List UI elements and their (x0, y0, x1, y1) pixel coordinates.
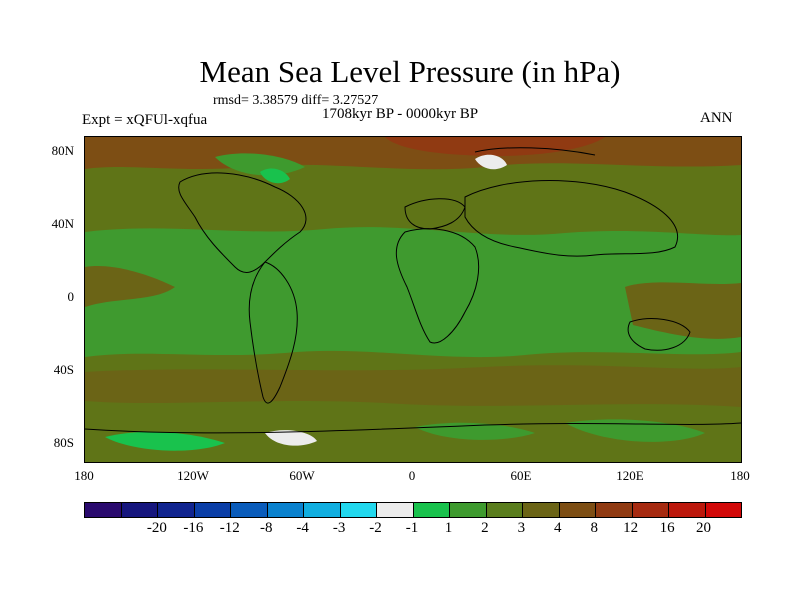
colorbar-swatch (377, 503, 414, 517)
colorbar-label: -12 (219, 520, 240, 536)
lat-label-0: 0 (67, 289, 75, 304)
colorbar-label: -16 (183, 520, 204, 536)
colorbar-label: 4 (554, 520, 562, 536)
colorbar-label: -4 (296, 520, 309, 536)
lat-label-40n: 40N (51, 216, 74, 231)
lon-label-120e: 120E (616, 468, 644, 483)
map-title: Mean Sea Level Pressure (in hPa) (199, 54, 621, 89)
colorbar (84, 502, 742, 518)
colorbar-swatch (632, 503, 669, 517)
colorbar-label: 8 (590, 520, 598, 536)
colorbar-label: 3 (517, 520, 526, 536)
lat-label-80n: 80N (51, 143, 74, 158)
experiment-label: Expt = xQFUl-xqfua (82, 112, 208, 128)
lat-label-80s: 80S (53, 435, 74, 450)
lon-label-60w: 60W (289, 468, 315, 483)
period-label: 1708kyr BP - 0000kyr BP (322, 106, 479, 122)
colorbar-swatch (596, 503, 633, 517)
colorbar-label: -8 (259, 520, 273, 536)
colorbar-label: 2 (481, 520, 489, 536)
colorbar-label: -1 (405, 520, 419, 536)
colorbar-swatch (450, 503, 487, 517)
colorbar-label: 16 (659, 520, 675, 536)
stats-text: rmsd= 3.38579 diff= 3.27527 (213, 93, 379, 108)
colorbar-label: 1 (444, 520, 453, 536)
colorbar-swatch (669, 503, 706, 517)
lon-label-120w: 120W (177, 468, 209, 483)
colorbar-swatch (158, 503, 195, 517)
colorbar-swatch (194, 503, 231, 517)
colorbar-swatch (523, 503, 560, 517)
colorbar-swatch (85, 503, 122, 517)
lon-label-0: 0 (408, 468, 416, 483)
colorbar-swatch (705, 503, 741, 517)
colorbar-swatch (231, 503, 268, 517)
colorbar-swatch (267, 503, 304, 517)
colorbar-label: -20 (146, 520, 167, 536)
lon-label-180e: 180 (730, 468, 750, 483)
lon-label-60e: 60E (510, 468, 532, 483)
colorbar-swatch (340, 503, 377, 517)
colorbar-swatch (486, 503, 523, 517)
colorbar-label: 20 (696, 520, 712, 536)
colorbar-label: 12 (623, 520, 639, 536)
lat-label-40s: 40S (53, 362, 74, 377)
colorbar-swatch (413, 503, 450, 517)
colorbar-swatch (559, 503, 596, 517)
lon-label-180w: 180 (74, 468, 94, 483)
map-panel (84, 136, 742, 463)
map-fill (85, 137, 741, 462)
colorbar-swatch (304, 503, 341, 517)
season-label: ANN (700, 110, 733, 126)
colorbar-label: -3 (332, 520, 346, 536)
colorbar-label: -2 (369, 520, 382, 536)
colorbar-swatch (121, 503, 158, 517)
